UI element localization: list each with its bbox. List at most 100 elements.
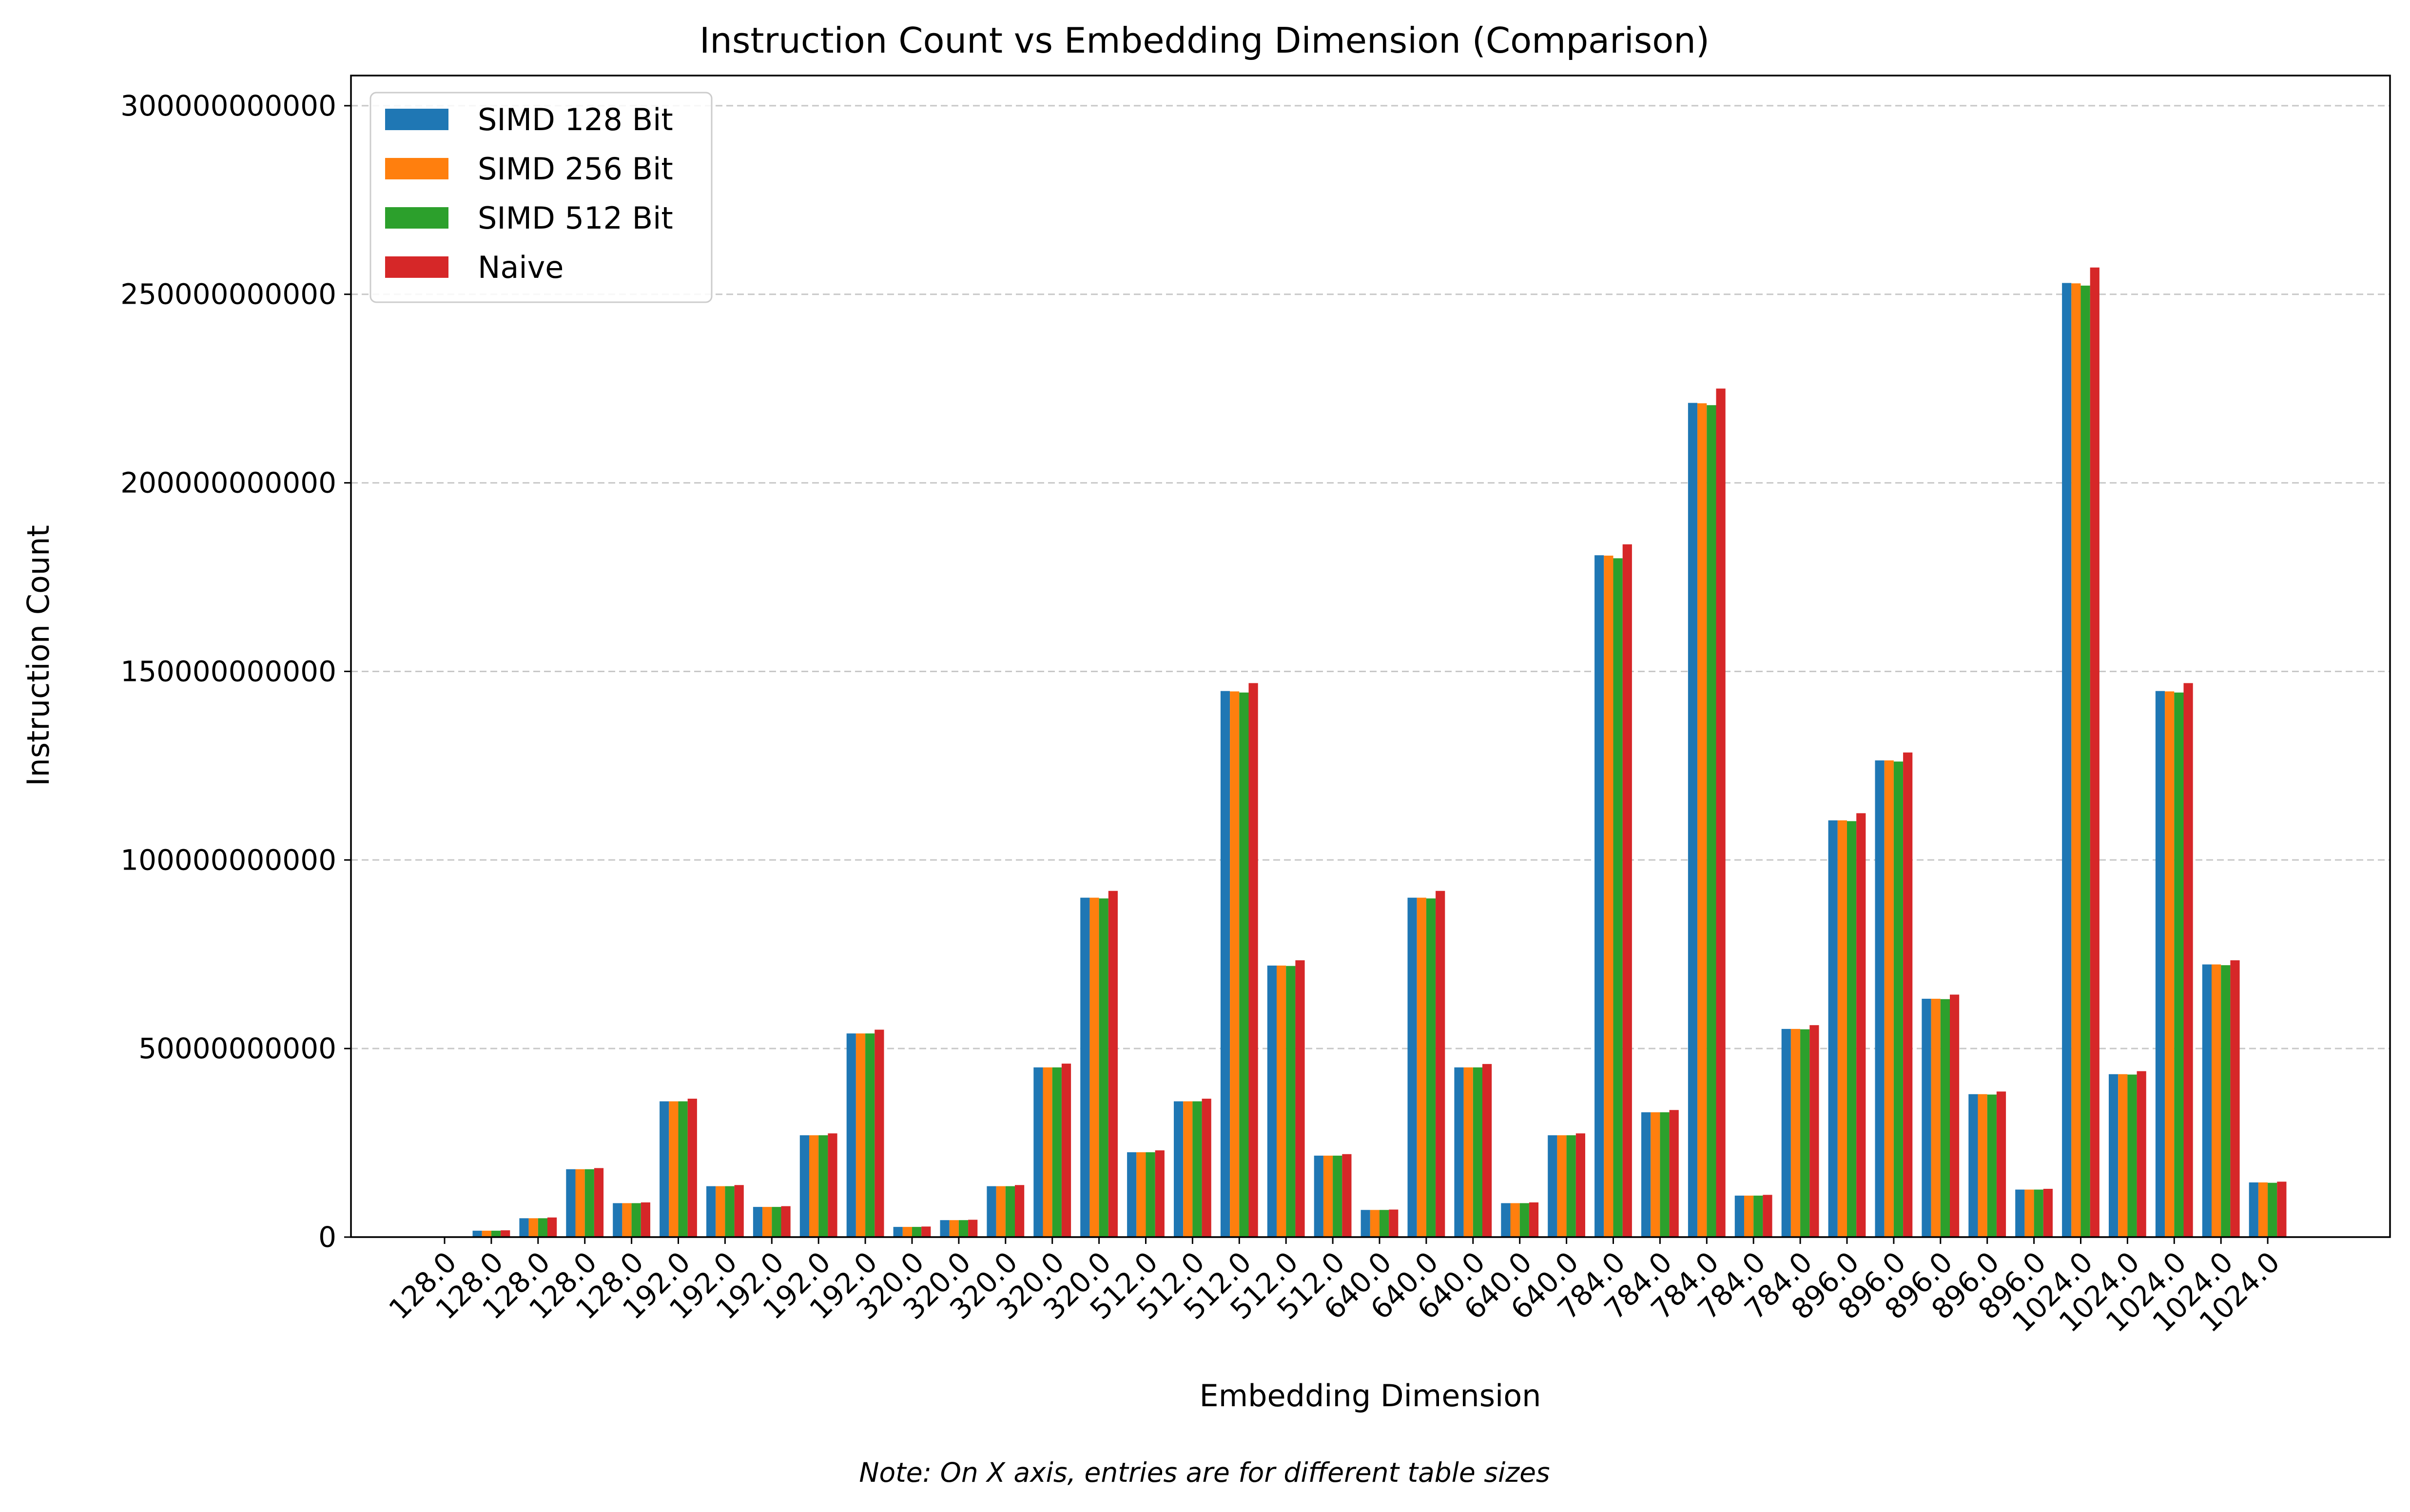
bar-simd-128-bit [1501,1203,1511,1237]
bar-simd-128-bit [1548,1135,1557,1237]
bar-simd-512-bit [2127,1074,2137,1237]
bar-simd-256-bit [2212,964,2221,1237]
gridlines [351,105,2390,1049]
bar-naive [1575,1133,1585,1237]
bar-naive [2090,267,2099,1237]
bar-simd-256-bit [575,1169,585,1237]
bar-simd-128-bit [1688,403,1698,1237]
bar-simd-128-bit [1641,1112,1651,1237]
bar-simd-512-bit [1380,1210,1389,1237]
bar-simd-128-bit [1734,1195,1744,1237]
bar-naive [968,1220,978,1237]
bar-simd-128-bit [1314,1155,1323,1237]
bar-simd-256-bit [669,1101,679,1237]
bar-naive [1856,813,1866,1237]
bar-simd-256-bit [1463,1067,1473,1237]
bar-simd-512-bit [1987,1094,1997,1237]
bar-simd-128-bit [1127,1152,1137,1237]
chart-title: Instruction Count vs Embedding Dimension… [700,20,1710,61]
y-tick-label: 0 [318,1221,336,1254]
bar-simd-128-bit [613,1203,622,1237]
bar-simd-128-bit [1080,897,1090,1237]
bar-naive [1996,1091,2006,1237]
bar-simd-256-bit [1557,1135,1567,1237]
bar-simd-512-bit [1473,1067,1482,1237]
y-tick-label: 250000000000 [120,278,336,311]
bar-naive [641,1202,650,1237]
bar-simd-512-bit [631,1203,641,1237]
bar-simd-128-bit [566,1169,576,1237]
bar-simd-512-bit [491,1230,501,1237]
bar-simd-256-bit [1323,1155,1333,1237]
bar-simd-256-bit [1837,820,1847,1237]
bar-simd-512-bit [865,1033,875,1237]
bar-naive [687,1099,697,1237]
bar-simd-256-bit [996,1186,1006,1237]
bar-simd-256-bit [1089,897,1099,1237]
bar-simd-512-bit [1566,1135,1576,1237]
legend-label: SIMD 512 Bit [478,200,673,236]
bar-simd-128-bit [519,1218,529,1237]
bar-simd-128-bit [2155,691,2165,1237]
bar-simd-128-bit [1828,820,1838,1237]
bar-simd-256-bit [622,1203,632,1237]
bar-simd-256-bit [855,1033,866,1237]
bar-simd-512-bit [2080,285,2090,1237]
bar-simd-512-bit [1333,1155,1342,1237]
bar-naive [1482,1064,1492,1237]
y-tick-label: 100000000000 [120,843,336,876]
bar-simd-256-bit [1604,555,1613,1237]
legend-label: Naive [478,250,564,285]
bar-naive [1248,683,1258,1237]
bar-simd-256-bit [482,1230,491,1237]
bar-simd-512-bit [2174,692,2184,1237]
bar-simd-256-bit [949,1220,959,1237]
bar-simd-128-bit [660,1101,669,1237]
bar-simd-256-bit [1510,1203,1520,1237]
bar-naive [1061,1064,1071,1237]
bar-simd-256-bit [1183,1101,1193,1237]
bar-naive [1389,1209,1399,1237]
bar-simd-128-bit [1594,555,1604,1237]
bar-simd-512-bit [2268,1182,2277,1237]
bar-simd-512-bit [725,1186,735,1237]
bar-simd-256-bit [1277,965,1286,1237]
bar-naive [2230,960,2240,1237]
legend-swatch [385,158,448,179]
bar-simd-128-bit [940,1220,950,1237]
bar-simd-128-bit [472,1230,482,1237]
bar-naive [1950,994,1960,1237]
bar-simd-512-bit [1286,966,1296,1237]
bar-simd-128-bit [2249,1182,2258,1237]
bar-simd-256-bit [1884,760,1894,1237]
legend-swatch [385,256,448,278]
bar-simd-512-bit [678,1101,688,1237]
bar-simd-512-bit [1052,1067,1062,1237]
bar-simd-256-bit [2118,1074,2128,1237]
bar-simd-128-bit [1454,1067,1464,1237]
bar-simd-256-bit [2024,1189,2034,1237]
bar-naive [921,1226,931,1237]
bar-naive [501,1230,510,1237]
bar-simd-256-bit [2165,691,2175,1237]
bar-simd-256-bit [809,1135,819,1237]
bar-naive [1202,1099,1211,1237]
bar-simd-256-bit [1790,1028,1801,1237]
bar-simd-128-bit [846,1033,856,1237]
bar-simd-128-bit [893,1227,903,1237]
bar-simd-256-bit [528,1218,538,1237]
bar-naive [1716,388,1726,1237]
bar-simd-512-bit [1660,1112,1670,1237]
bar-simd-512-bit [584,1169,594,1237]
bar-simd-256-bit [1744,1195,1754,1237]
bar-simd-512-bit [538,1218,547,1237]
bar-simd-512-bit [1099,898,1108,1237]
bars [472,267,2287,1238]
bar-simd-128-bit [799,1135,809,1237]
bar-naive [828,1133,837,1237]
bar-simd-128-bit [1781,1028,1791,1237]
bar-simd-512-bit [1426,898,1436,1237]
y-tick-label: 50000000000 [138,1032,336,1065]
bar-naive [1015,1185,1025,1237]
